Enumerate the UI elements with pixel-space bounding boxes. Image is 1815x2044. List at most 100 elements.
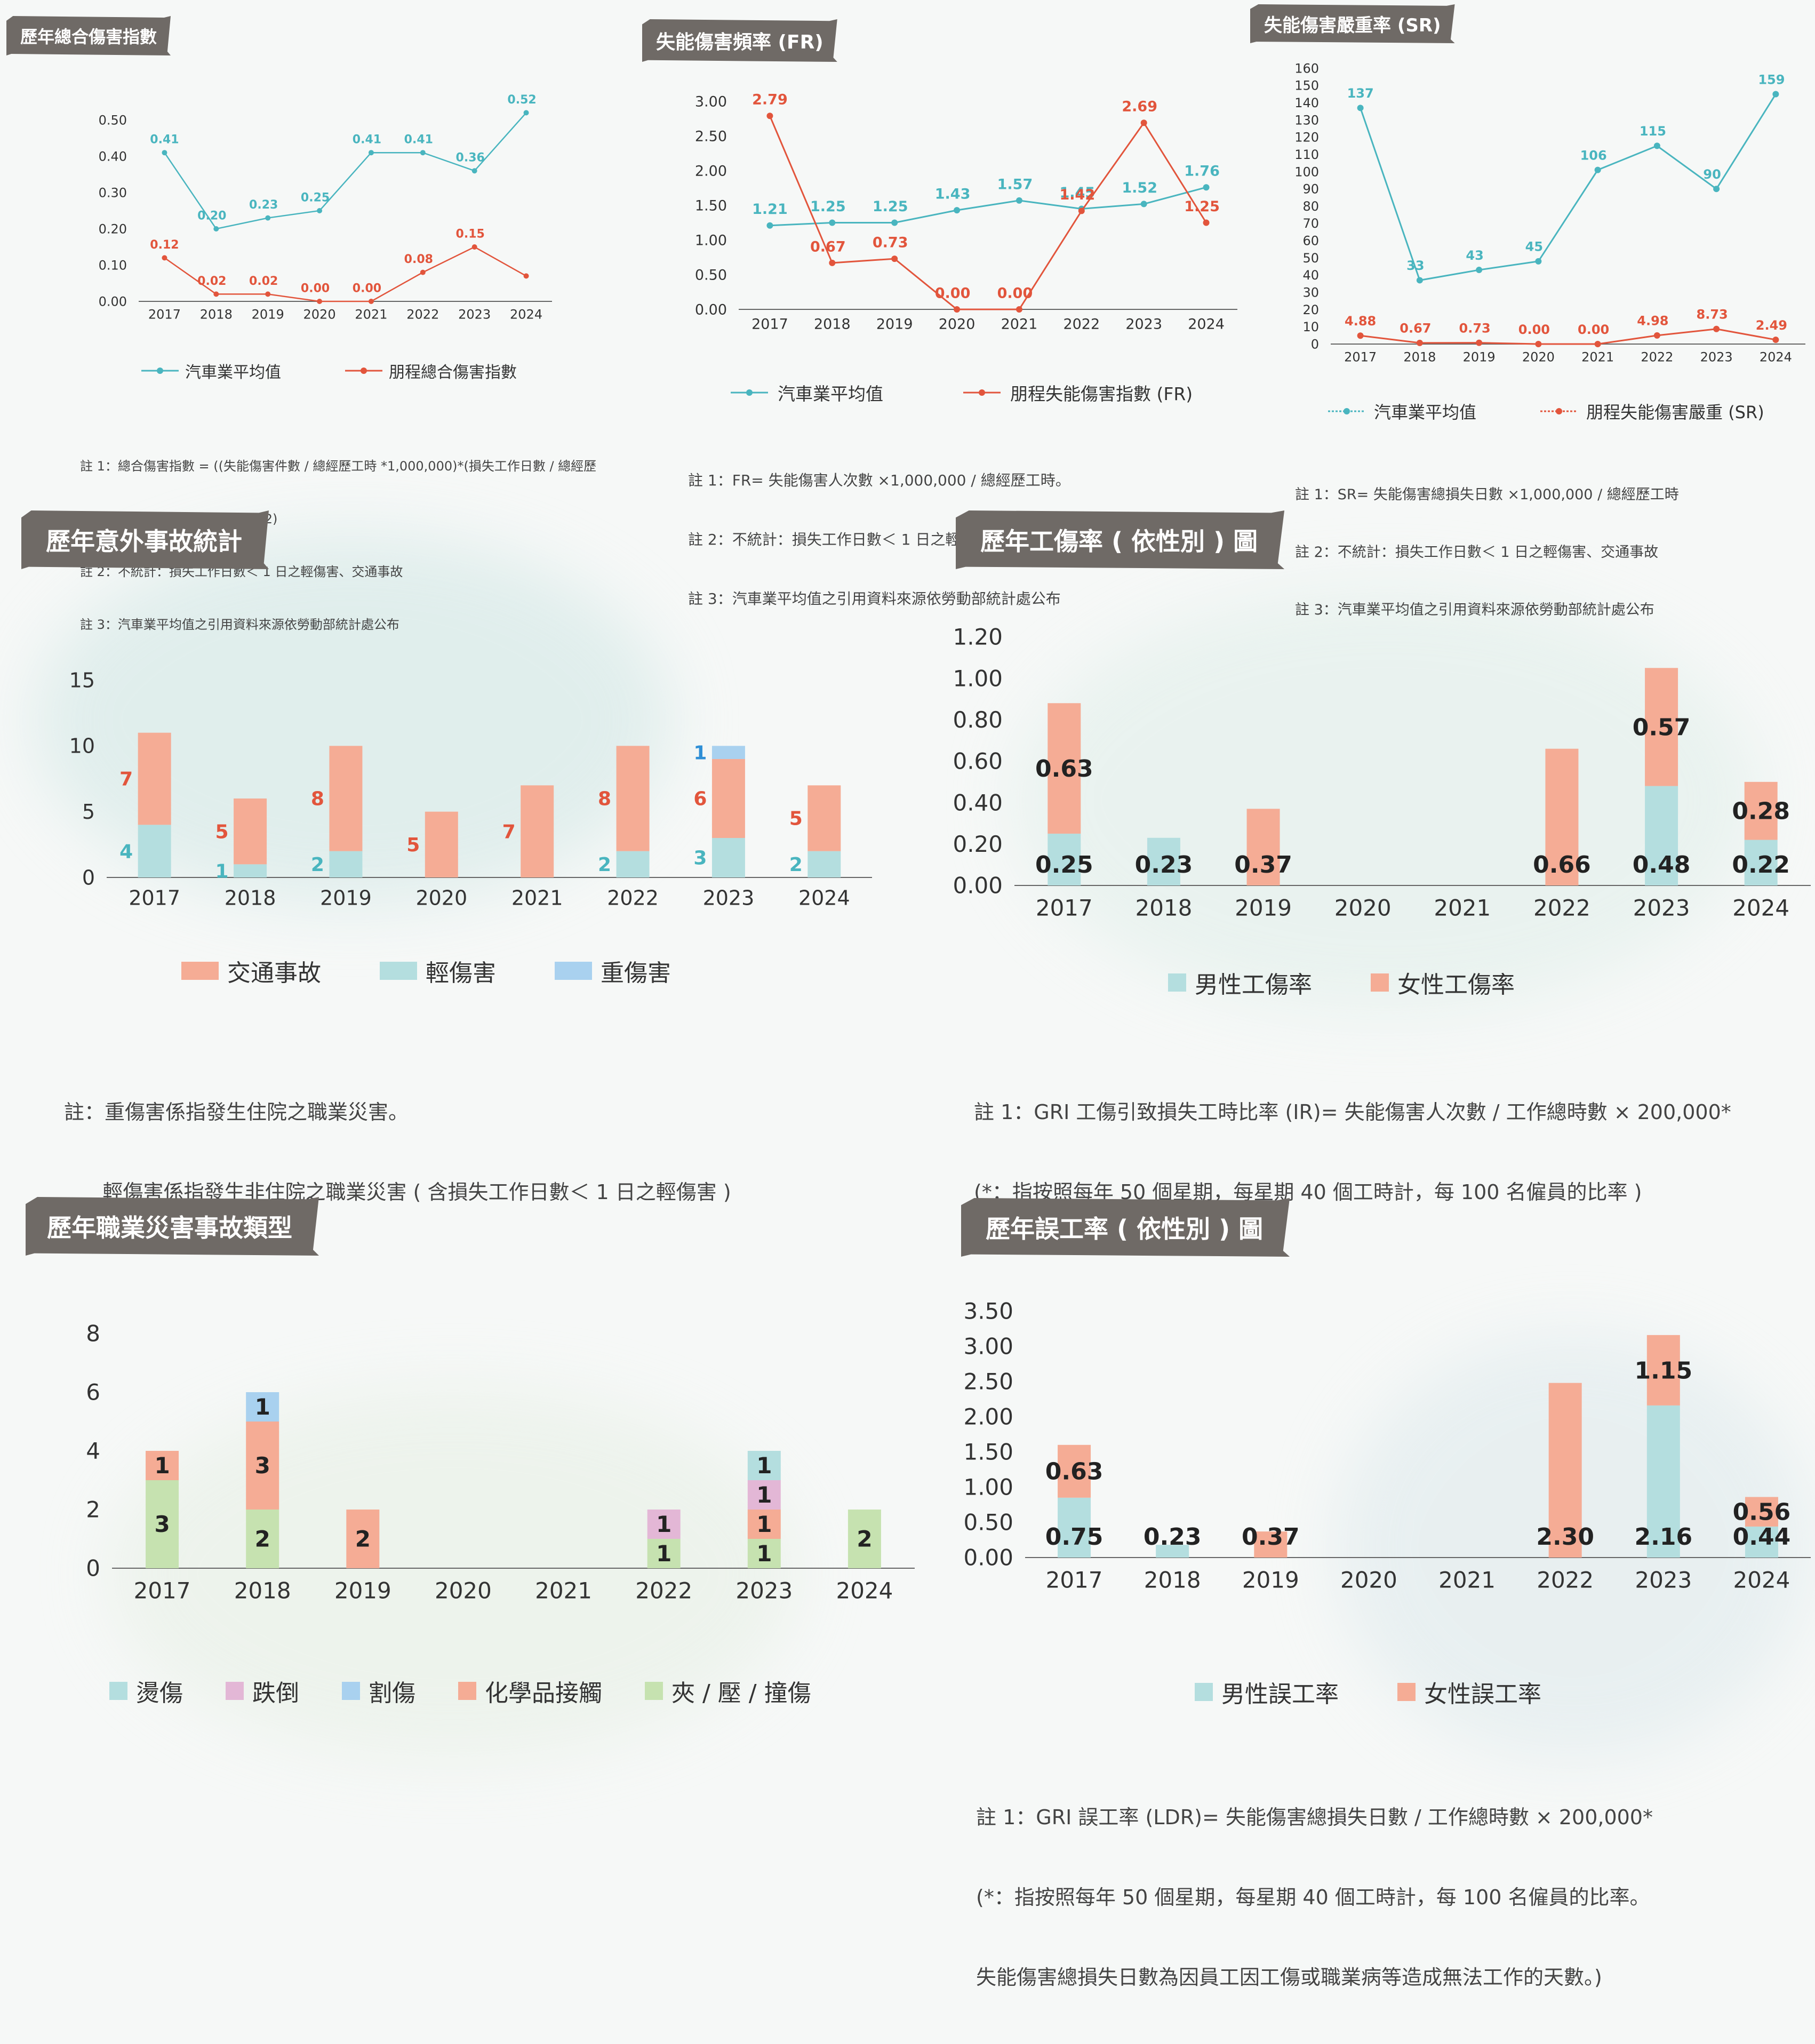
x-tick-label: 2017	[134, 1578, 191, 1604]
bar-value-label: 2	[598, 854, 611, 876]
legend-item: 男性誤工率	[1195, 1675, 1339, 1709]
bar-segment	[246, 1422, 279, 1510]
bar-value-label: 2	[789, 854, 803, 876]
data-label: 0.67	[810, 238, 846, 255]
x-tick-label: 2022	[406, 307, 439, 322]
data-label: 1.57	[997, 176, 1033, 193]
bar-segment	[1744, 840, 1778, 885]
data-label: 1.76	[1184, 163, 1220, 180]
x-tick-label: 2022	[1063, 316, 1100, 332]
legend-item: 夾 / 壓 / 撞傷	[645, 1674, 811, 1708]
data-point	[1016, 197, 1022, 204]
y-tick-label: 50	[1302, 251, 1319, 266]
bar-value-label: 1.15	[1635, 1357, 1693, 1384]
legend-label: 汽車業平均值	[185, 363, 281, 382]
y-tick-label: 2	[86, 1497, 100, 1523]
x-tick-label: 2019	[320, 886, 372, 909]
bar-value-label: 1	[154, 1452, 170, 1479]
y-tick-label: 150	[1294, 78, 1319, 93]
x-tick-label: 2022	[1537, 1567, 1594, 1593]
chart-title: 失能傷害頻率 (FR)	[642, 19, 837, 62]
y-tick-label: 6	[86, 1379, 100, 1406]
bar-value-label: 7	[502, 821, 516, 843]
x-tick-label: 2018	[1403, 349, 1436, 364]
x-tick-label: 2023	[458, 307, 491, 322]
sr-line-chart: 0 10 20 30 40 50 60 70 80 90 100 110 120 130 140 150 160…	[1294, 61, 1805, 364]
bar-segment	[616, 851, 650, 877]
x-tick-label: 2023	[1633, 895, 1690, 921]
bar-value-label: 4	[119, 841, 133, 863]
x-tick-label: 2024	[1732, 895, 1789, 921]
legend-label: 割傷	[369, 1680, 415, 1707]
x-tick-label: 2019	[1463, 349, 1496, 364]
legend-swatch-icon	[342, 1682, 360, 1700]
fr-line-chart: 0.00 0.50 1.00 1.50 2.00 2.50 3.00 2017 2018 2019…	[695, 92, 1237, 332]
chart-notes: 註 1：GRI 工傷引致損失工時比率 (IR)= 失能傷害人次數 / 工作總時數…	[974, 1045, 1731, 1259]
bar-segment	[747, 1480, 781, 1510]
data-label: 43	[1466, 248, 1483, 263]
x-tick-label: 2023	[1125, 316, 1162, 332]
legend-label: 重傷害	[601, 960, 671, 987]
data-label: 45	[1525, 239, 1543, 254]
data-label: 0.00	[997, 285, 1033, 301]
legend-item: 化學品接觸	[458, 1674, 602, 1708]
legend-swatch-icon	[555, 962, 592, 980]
legend-item: 割傷	[342, 1674, 415, 1708]
data-point	[1078, 207, 1085, 214]
injury-rate-bar-chart: 0.00 0.20 0.40 0.60 0.80 1.00 1.20 2017 2018 2019…	[953, 624, 1811, 921]
bar-segment	[616, 746, 650, 851]
data-label: 1.42	[1060, 187, 1096, 203]
chart-title: 歷年誤工率 ( 依性別 ) 圖	[961, 1198, 1290, 1257]
chart-legend: 汽車業平均值 朋程總合傷害指數	[141, 359, 517, 382]
bar-value-label: 2	[311, 854, 324, 876]
bar-segment	[647, 1510, 681, 1539]
data-label: 1.25	[810, 198, 846, 215]
data-point	[1713, 325, 1720, 332]
bar-value-label: 6	[693, 788, 707, 810]
legend-label: 女性誤工率	[1424, 1681, 1541, 1708]
bar-segment	[146, 1451, 179, 1480]
y-tick-label: 30	[1302, 285, 1319, 300]
panel-lost-day-rate: 歷年誤工率 ( 依性別 ) 圖 0.00 0.50 1.00 1.50 2.00 2.50…	[923, 1189, 1815, 1989]
bar-segment	[234, 864, 267, 877]
x-tick-label: 2017	[148, 307, 181, 322]
bar-segment	[1048, 703, 1081, 834]
legend-item: 交通事故	[181, 954, 321, 988]
chart-notes: 註 1：FR= 失能傷害人次數 ×1,000,000 / 總經歷工時。 註 2：…	[688, 431, 1070, 648]
legend-swatch-icon	[226, 1682, 244, 1700]
bar-segment	[711, 759, 745, 838]
data-point	[471, 244, 477, 250]
y-tick-label: 160	[1294, 61, 1319, 76]
data-label: 2.49	[1756, 318, 1787, 333]
data-point	[1203, 184, 1210, 191]
legend-label: 汽車業平均值	[778, 384, 883, 404]
note-line: 註 3：汽車業平均值之引用資料來源依勞動部統計處公布	[80, 617, 399, 632]
lost-day-bar-chart: 0.00 0.50 1.00 1.50 2.00 2.50 3.00 3.50 2017 2018…	[963, 1298, 1811, 1593]
y-tick-label: 2.00	[963, 1404, 1013, 1430]
data-label: 0.20	[197, 209, 226, 222]
y-tick-label: 40	[1302, 268, 1319, 283]
data-point	[420, 269, 426, 275]
bar-segment	[807, 851, 841, 877]
data-label: 8.73	[1697, 307, 1728, 322]
x-tick-label: 2017	[129, 886, 180, 909]
data-point	[766, 113, 773, 119]
y-tick-label: 0.00	[99, 294, 127, 309]
data-point	[1476, 267, 1483, 274]
chart-legend: 交通事故 輕傷害 重傷害	[181, 954, 671, 988]
data-point	[1772, 91, 1779, 98]
bar-segment	[1156, 1545, 1189, 1558]
composite-line-chart: 0.00 0.10 0.20 0.30 0.40 0.50 2017 2018 2019 2020…	[99, 93, 552, 322]
data-point	[1535, 341, 1542, 347]
bar-value-label: 0.63	[1035, 755, 1093, 783]
chart-title: 歷年工傷率 ( 依性別 ) 圖	[956, 510, 1285, 569]
legend-swatch-icon	[645, 1682, 663, 1700]
y-tick-label: 2.00	[695, 163, 727, 179]
bar-value-label: 0.56	[1733, 1499, 1791, 1526]
note-line: 註 1：GRI 誤工率 (LDR)= 失能傷害總損失日數 / 工作總時數 × 2…	[976, 1806, 1653, 1829]
y-tick-label: 3.50	[963, 1298, 1013, 1324]
bar-value-label: 1	[756, 1540, 772, 1567]
x-tick-label: 2019	[1235, 895, 1292, 921]
data-label: 0.41	[353, 133, 381, 147]
y-tick-label: 0.40	[99, 149, 127, 164]
